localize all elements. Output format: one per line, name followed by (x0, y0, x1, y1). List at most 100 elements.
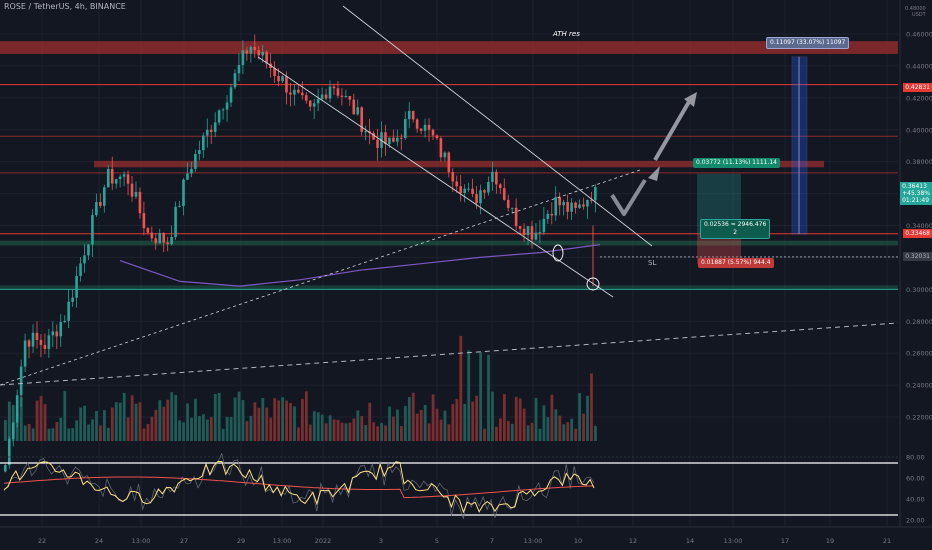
candle-up (198, 150, 201, 155)
volume-bar (380, 422, 383, 441)
candle-down (447, 152, 451, 173)
volume-bar (415, 413, 419, 441)
volume-bar (257, 407, 261, 441)
volume-bar (320, 414, 324, 441)
time-tick-label: 24 (95, 537, 103, 545)
candle-down (277, 76, 280, 82)
candle-up (562, 201, 565, 206)
volume-bar (146, 424, 150, 441)
candle-down (376, 139, 379, 148)
candle-timer: 01:21:49 (902, 197, 930, 204)
volume-bar (281, 397, 284, 441)
candle-up (320, 94, 324, 100)
volume-bar (594, 425, 597, 441)
volume-bar (253, 402, 257, 441)
volume-bar (463, 403, 467, 441)
position-info-badge[interactable]: 0.02536 ≈ 2946.476 2 (700, 219, 771, 239)
volume-bar (451, 404, 455, 441)
candle-up (178, 205, 181, 207)
time-tick-label: 12 (629, 537, 637, 545)
candle-down (427, 124, 431, 130)
candle-up (59, 322, 63, 337)
candle-down (495, 171, 498, 185)
volume-bar (87, 424, 90, 441)
volume-bar (356, 410, 360, 441)
projection-arrow-2 (653, 98, 692, 162)
volume-bar (467, 350, 471, 441)
volume-bar (233, 397, 237, 441)
volume-bar (324, 423, 328, 441)
volume-bar (158, 400, 162, 441)
candle-down (518, 226, 522, 229)
candle-down (419, 128, 423, 131)
candle-up (594, 186, 597, 201)
candle-up (526, 226, 530, 236)
candle-down (273, 68, 276, 77)
volume-bar (522, 408, 526, 441)
candle-up (106, 168, 110, 188)
symbol-title: ROSE / TetherUS, 4h, BINANCE (4, 2, 126, 11)
moving-average-line (119, 244, 601, 287)
candle-up (7, 438, 11, 466)
volume-bar (7, 401, 11, 441)
volume-bar (182, 422, 185, 441)
candle-up (233, 73, 237, 88)
volume-bar (198, 416, 201, 441)
volume-bars (4, 335, 597, 441)
price-tag-entry: 0.33468 (903, 229, 932, 238)
candle-down (499, 184, 502, 189)
price-tick-label: 0.40000 (906, 126, 932, 134)
volume-bar (301, 399, 304, 441)
time-tick-label: 17 (781, 537, 789, 545)
candle-up (47, 335, 51, 349)
candle-down (265, 51, 268, 64)
time-tick-label: 3 (379, 537, 383, 545)
candle-down (301, 92, 304, 96)
time-tick-label: 13:00 (132, 537, 151, 545)
volume-bar (15, 413, 19, 441)
volume-bar (27, 423, 31, 441)
stoch-line (3, 452, 595, 520)
volume-bar (590, 373, 593, 441)
candle-up (213, 122, 217, 132)
candle-down (455, 181, 459, 187)
candle-up (261, 51, 264, 56)
volume-bar (75, 420, 79, 441)
volume-bar (443, 410, 447, 441)
candle-down (150, 232, 154, 239)
candle-down (340, 95, 344, 97)
candle-up (423, 124, 427, 131)
volume-bar (542, 405, 546, 441)
candle-up (467, 188, 470, 190)
take-profit-badge[interactable]: 0.03772 (11.13%) 1111.14 (693, 158, 780, 168)
axis-top-price: 0.48000 (905, 6, 926, 12)
candle-down (558, 197, 561, 206)
volume-bar (269, 417, 273, 441)
volume-bar (534, 397, 538, 441)
volume-bar (297, 427, 300, 441)
volume-bar (95, 410, 98, 441)
stop-loss-badge[interactable]: 0.01887 (5.57%) 944.4 (698, 258, 774, 268)
candle-down (574, 202, 577, 208)
volume-bar (344, 423, 348, 441)
candle-up (75, 275, 78, 298)
volume-bar (570, 418, 574, 441)
time-tick-label: 21 (883, 537, 891, 545)
candle-down (336, 88, 340, 96)
volume-bar (166, 399, 170, 441)
volume-bar (205, 419, 209, 441)
candle-up (186, 173, 189, 180)
candle-down (142, 213, 146, 229)
candle-down (324, 94, 328, 99)
candle-up (118, 176, 122, 180)
volume-bar (285, 400, 288, 441)
candle-up (403, 119, 407, 139)
target-measure-badge[interactable]: 0.11097 (33.07%) 11097 (766, 37, 850, 49)
volume-bar (265, 407, 269, 441)
candle-up (174, 206, 177, 237)
ath-resistance-label: ATH res (553, 30, 580, 38)
volume-bar (55, 422, 59, 441)
volume-bar (130, 395, 134, 441)
time-tick-label: 14 (686, 537, 694, 545)
